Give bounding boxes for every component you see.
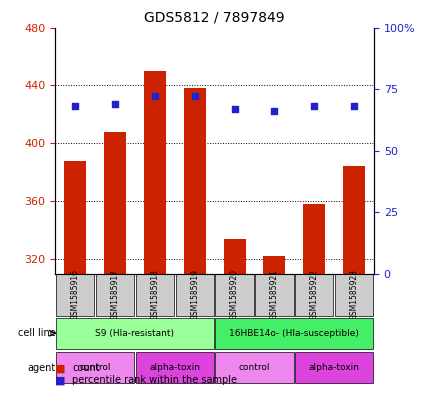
Point	[271, 108, 278, 114]
FancyBboxPatch shape	[295, 352, 373, 384]
Point	[191, 93, 198, 99]
Text: control: control	[239, 364, 270, 372]
Bar	[303, 204, 325, 274]
Bar	[224, 239, 246, 274]
Bar	[343, 167, 365, 274]
Bar	[264, 256, 285, 274]
FancyBboxPatch shape	[255, 274, 294, 316]
Text: GSM1585918: GSM1585918	[150, 269, 159, 320]
FancyBboxPatch shape	[215, 274, 254, 316]
Text: alpha-toxin: alpha-toxin	[309, 364, 360, 372]
Point	[231, 106, 238, 112]
Bar	[184, 88, 206, 274]
FancyBboxPatch shape	[295, 274, 333, 316]
Text: GSM1585920: GSM1585920	[230, 269, 239, 320]
FancyBboxPatch shape	[96, 274, 134, 316]
Text: 16HBE14o- (Hla-susceptible): 16HBE14o- (Hla-susceptible)	[230, 329, 359, 338]
Bar	[64, 161, 86, 274]
Text: S9 (Hla-resistant): S9 (Hla-resistant)	[96, 329, 174, 338]
Text: GSM1585923: GSM1585923	[350, 269, 359, 320]
Text: GSM1585919: GSM1585919	[190, 269, 199, 320]
Text: GSM1585922: GSM1585922	[310, 269, 319, 320]
FancyBboxPatch shape	[335, 274, 373, 316]
Text: ■: ■	[55, 375, 66, 385]
Point	[351, 103, 357, 109]
Point	[311, 103, 317, 109]
Text: cell line: cell line	[18, 328, 56, 338]
FancyBboxPatch shape	[215, 352, 294, 384]
FancyBboxPatch shape	[136, 274, 174, 316]
Text: agent: agent	[28, 363, 56, 373]
Bar	[104, 132, 126, 274]
Point	[72, 103, 79, 109]
Text: alpha-toxin: alpha-toxin	[149, 364, 200, 372]
Text: GSM1585917: GSM1585917	[110, 269, 119, 320]
FancyBboxPatch shape	[136, 352, 214, 384]
Text: control: control	[79, 364, 111, 372]
FancyBboxPatch shape	[215, 318, 373, 349]
Bar	[144, 71, 166, 274]
Text: count: count	[72, 364, 100, 373]
Point	[112, 101, 119, 107]
Text: percentile rank within the sample: percentile rank within the sample	[72, 375, 237, 385]
FancyBboxPatch shape	[176, 274, 214, 316]
FancyBboxPatch shape	[56, 274, 94, 316]
FancyBboxPatch shape	[56, 352, 134, 384]
Text: GSM1585921: GSM1585921	[270, 269, 279, 320]
Point	[151, 93, 158, 99]
Text: GSM1585916: GSM1585916	[71, 269, 79, 320]
Text: ■: ■	[55, 364, 66, 373]
Title: GDS5812 / 7897849: GDS5812 / 7897849	[144, 11, 285, 25]
FancyBboxPatch shape	[56, 318, 214, 349]
